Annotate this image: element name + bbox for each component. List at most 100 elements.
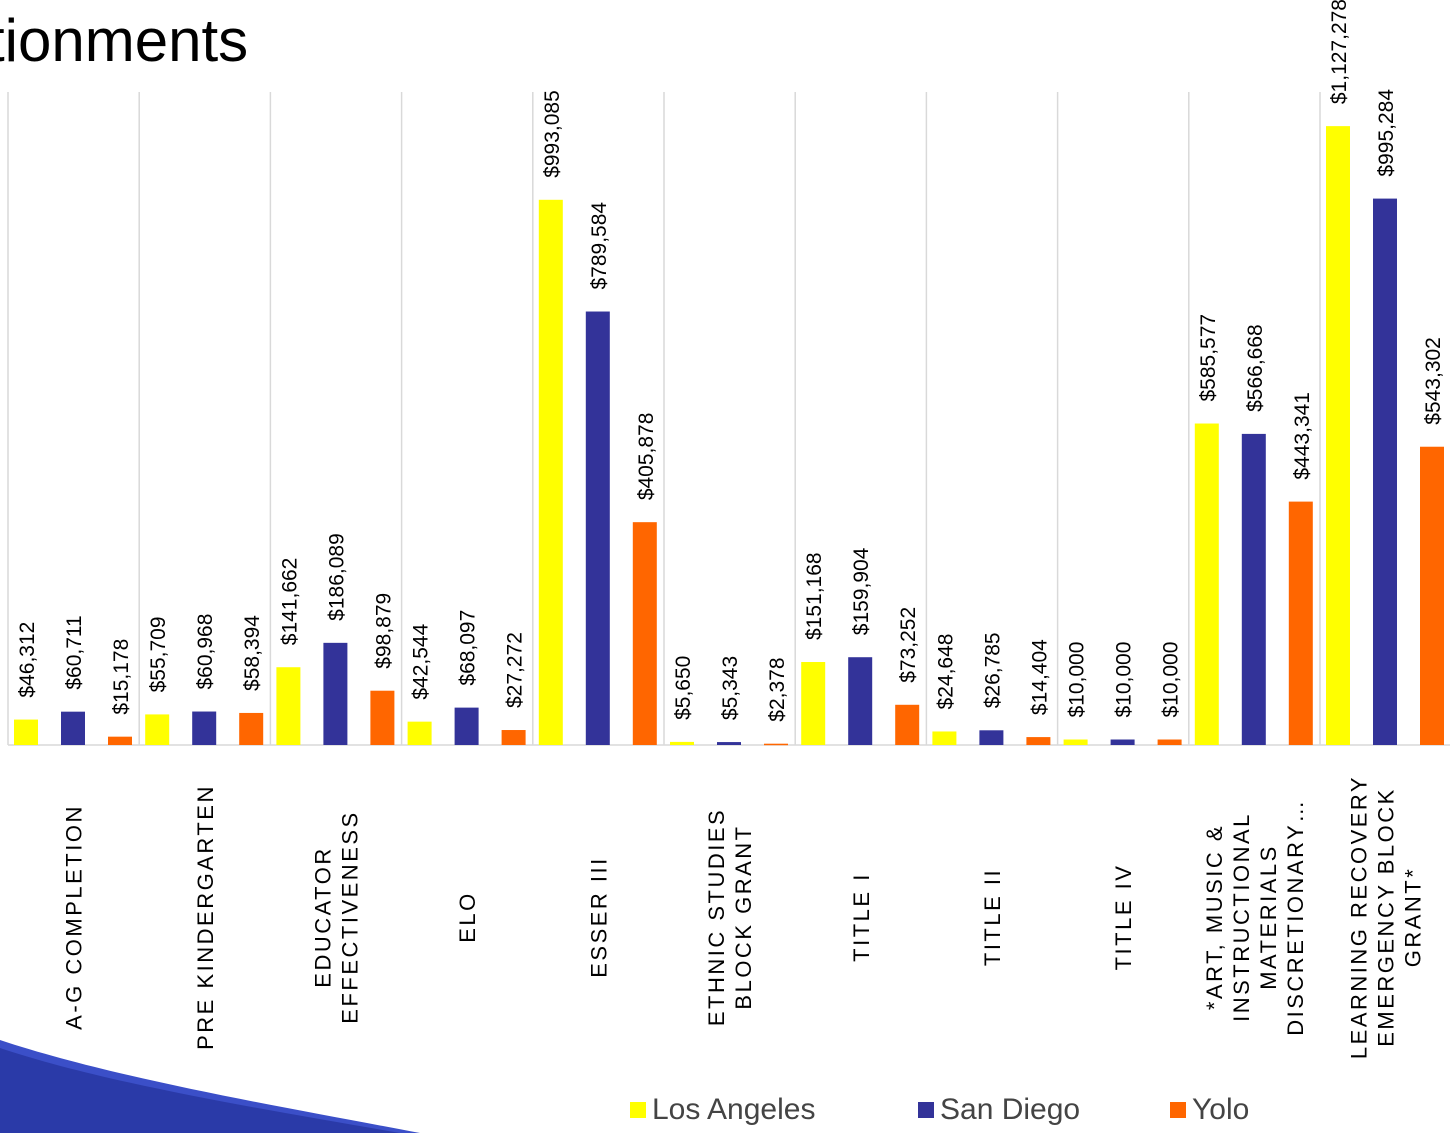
category-label-line: TITLE I xyxy=(849,872,874,962)
category-label-line: LEARNING RECOVERY xyxy=(1347,775,1372,1059)
bar-san-diego-title-ii xyxy=(979,730,1004,745)
data-label: $42,544 xyxy=(410,623,433,699)
data-label: $58,394 xyxy=(241,615,264,691)
bar-san-diego-educator-effectiveness xyxy=(323,642,348,745)
data-label: $60,711 xyxy=(63,615,86,689)
category-label-line: A-G COMPLETION xyxy=(62,804,87,1030)
category-label-pre-kindergarten: PRE KINDERGARTEN xyxy=(193,784,218,1050)
bar-yolo-title-i xyxy=(895,704,920,745)
category-label-line: EFFECTIVENESS xyxy=(338,810,363,1023)
category-label-line: TITLE IV xyxy=(1111,864,1136,971)
category-label-line: EDUCATOR xyxy=(311,846,336,987)
category-label-title-ii: TITLE II xyxy=(980,868,1005,966)
category-label-elo: ELO xyxy=(455,891,480,943)
bar-los-angeles-learning-recovery-emergency-block-grant xyxy=(1326,126,1350,745)
bar-los-angeles-title-i xyxy=(801,662,826,745)
bar-los-angeles-title-iv xyxy=(1063,739,1088,745)
category-label-line: MATERIALS xyxy=(1256,844,1281,990)
data-label: $10,000 xyxy=(1066,642,1089,718)
decorative-swoosh xyxy=(0,1040,420,1133)
legend-label-san-diego: San Diego xyxy=(940,1093,1081,1126)
bar-san-diego-art-music-instructional-materials-discretionary xyxy=(1241,433,1266,745)
category-label-a-g-completion: A-G COMPLETION xyxy=(62,804,87,1030)
bar-los-angeles-pre-kindergarten xyxy=(145,714,170,745)
bar-los-angeles-title-ii xyxy=(932,731,957,745)
legend-item-san-diego: San Diego xyxy=(918,1090,1080,1130)
legend-label-yolo: Yolo xyxy=(1192,1093,1250,1126)
data-label: $993,085 xyxy=(541,90,564,178)
data-label: $5,650 xyxy=(672,656,695,720)
bar-san-diego-title-i xyxy=(848,657,873,745)
data-label: $15,178 xyxy=(110,639,133,715)
category-label-art-music-instructional-materials-discretionary: *ART, MUSIC & INSTRUCTIONAL MATERIALS DISCR… xyxy=(1202,798,1308,1036)
bar-san-diego-ethnic-studies-block-grant xyxy=(717,742,741,745)
data-label: $151,168 xyxy=(803,552,826,640)
bar-yolo-title-iv xyxy=(1157,739,1182,745)
category-label-educator-effectiveness: EDUCATOR EFFECTIVENESS xyxy=(311,810,363,1023)
bar-los-angeles-esser-iii xyxy=(538,199,563,746)
category-label-esser-iii: ESSER III xyxy=(586,856,611,978)
bar-san-diego-title-iv xyxy=(1110,739,1135,745)
category-label-title-iv: TITLE IV xyxy=(1111,864,1136,971)
bar-san-diego-a-g-completion xyxy=(61,711,85,745)
data-label: $68,097 xyxy=(457,610,480,686)
category-label-line: DISCRETIONARY… xyxy=(1283,798,1308,1036)
category-label-learning-recovery-emergency-block-grant: LEARNING RECOVERY EMERGENCY BLOCK GRANT* xyxy=(1347,775,1426,1059)
category-label-line: ETHNIC STUDIES xyxy=(704,808,729,1026)
bar-yolo-learning-recovery-emergency-block-grant xyxy=(1420,446,1444,745)
category-label-line: PRE KINDERGARTEN xyxy=(193,784,218,1050)
category-label-line: TITLE II xyxy=(980,868,1005,966)
data-label: $585,577 xyxy=(1197,314,1220,402)
bar-yolo-esser-iii xyxy=(632,522,657,745)
legend-item-los-angeles: Los Angeles xyxy=(630,1090,815,1130)
data-label: $10,000 xyxy=(1113,642,1136,718)
bar-san-diego-pre-kindergarten xyxy=(192,711,217,745)
slide-title: tionments xyxy=(0,7,249,74)
category-label-line: BLOCK GRANT xyxy=(731,824,756,1009)
data-label: $543,302 xyxy=(1422,337,1445,425)
bar-san-diego-esser-iii xyxy=(585,311,610,745)
data-label: $1,127,278 xyxy=(1328,0,1351,104)
data-label: $27,272 xyxy=(504,632,527,708)
legend-swatch-san-diego xyxy=(918,1102,934,1118)
bar-yolo-elo xyxy=(501,730,526,745)
bar-los-angeles-art-music-instructional-materials-discretionary xyxy=(1194,423,1219,745)
category-label-line: GRANT* xyxy=(1401,867,1426,968)
data-label: $566,668 xyxy=(1244,324,1267,412)
category-label-line: ESSER III xyxy=(586,856,611,978)
bar-yolo-pre-kindergarten xyxy=(239,712,264,745)
bar-san-diego-elo xyxy=(454,707,479,745)
data-label: $46,312 xyxy=(16,622,39,698)
category-label-line: *ART, MUSIC & xyxy=(1202,824,1227,1010)
data-label: $24,648 xyxy=(934,634,957,710)
legend-item-yolo: Yolo xyxy=(1170,1090,1249,1130)
data-label: $2,378 xyxy=(766,657,789,721)
bar-yolo-title-ii xyxy=(1026,737,1051,745)
data-label: $55,709 xyxy=(147,616,170,692)
legend-label-los-angeles: Los Angeles xyxy=(652,1093,816,1126)
data-label: $159,904 xyxy=(850,547,873,635)
data-label: $186,089 xyxy=(325,533,348,621)
data-label: $26,785 xyxy=(981,632,1004,708)
category-label-ethnic-studies-block-grant: ETHNIC STUDIES BLOCK GRANT xyxy=(704,808,756,1026)
category-label-line: ELO xyxy=(455,891,480,943)
bar-yolo-art-music-instructional-materials-discretionary xyxy=(1288,501,1313,745)
bar-yolo-a-g-completion xyxy=(108,736,132,745)
data-label: $98,879 xyxy=(372,593,395,669)
data-label: $789,584 xyxy=(588,202,611,290)
data-label: $60,968 xyxy=(194,614,217,690)
data-label: $443,341 xyxy=(1291,392,1314,480)
category-label-line: INSTRUCTIONAL xyxy=(1229,812,1254,1022)
bar-los-angeles-educator-effectiveness xyxy=(276,667,301,745)
data-label: $5,343 xyxy=(719,656,742,720)
data-label: $73,252 xyxy=(897,607,920,683)
bar-yolo-educator-effectiveness xyxy=(370,690,395,745)
category-label-line: EMERGENCY BLOCK xyxy=(1374,787,1399,1047)
bar-los-angeles-a-g-completion xyxy=(14,719,38,745)
data-label: $10,000 xyxy=(1160,642,1183,718)
bar-los-angeles-ethnic-studies-block-grant xyxy=(670,741,694,745)
category-label-title-i: TITLE I xyxy=(849,872,874,962)
data-label: $995,284 xyxy=(1375,89,1398,177)
legend-swatch-los-angeles xyxy=(630,1102,646,1118)
